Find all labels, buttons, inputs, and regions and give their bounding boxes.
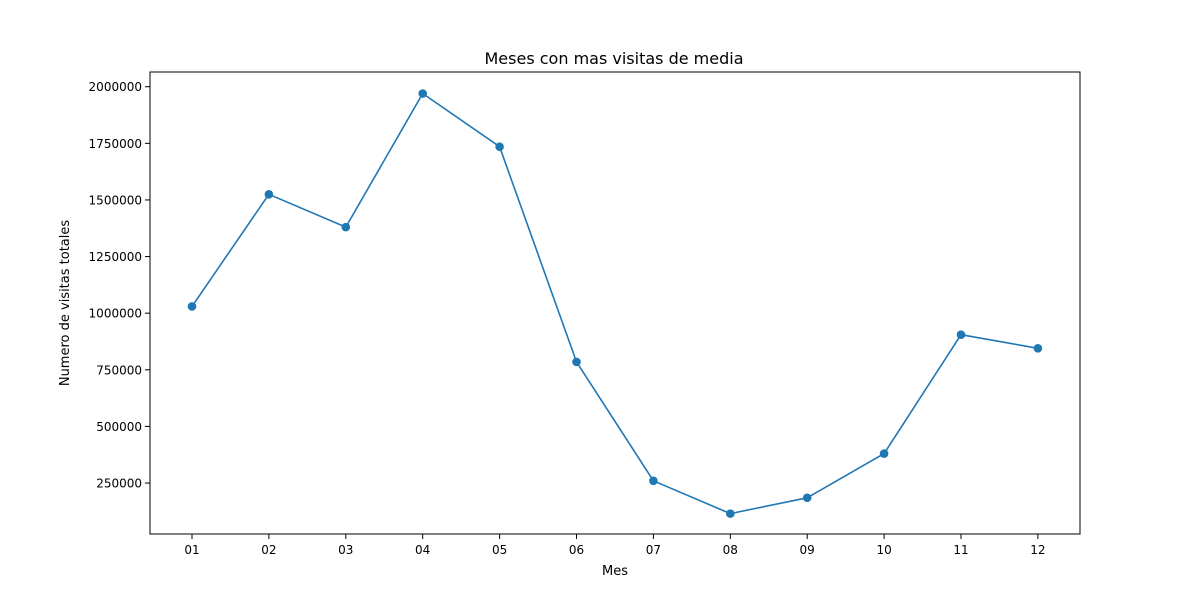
- x-tick-label: 01: [184, 543, 199, 557]
- x-tick-label: 12: [1030, 543, 1045, 557]
- x-tick-label: 08: [723, 543, 738, 557]
- x-tick-label: 03: [338, 543, 353, 557]
- x-tick-label: 10: [876, 543, 891, 557]
- data-point: [802, 493, 812, 503]
- data-point: [956, 330, 966, 340]
- chart-title: Meses con mas visitas de media: [485, 49, 744, 68]
- data-point: [879, 449, 889, 458]
- y-tick-label: 2000000: [89, 80, 142, 94]
- data-point: [418, 89, 428, 98]
- y-tick-label: 750000: [96, 363, 142, 377]
- x-tick-label: 02: [261, 543, 276, 557]
- y-tick-label: 1250000: [89, 250, 142, 264]
- y-tick-label: 1000000: [89, 307, 142, 321]
- data-point: [572, 357, 581, 367]
- data-point: [495, 142, 504, 152]
- plot-frame: [149, 71, 1081, 535]
- series-line: [191, 92, 1039, 515]
- data-point: [187, 302, 197, 311]
- y-tick-label: 1500000: [89, 193, 142, 207]
- x-tick-label: 07: [646, 543, 661, 557]
- plot-area: 01 02 03 04 05 06 07 08 09 10 11 12 250000 500000 7500…: [89, 80, 1046, 557]
- y-tick-label: 500000: [96, 420, 142, 434]
- x-axis-label: Mes: [602, 564, 628, 579]
- data-point: [264, 189, 274, 199]
- x-tick-label: 09: [800, 543, 815, 557]
- y-tick-label: 1750000: [89, 137, 142, 151]
- data-point: [1033, 343, 1043, 353]
- y-tick-label: 250000: [96, 477, 142, 491]
- x-tick-label: 06: [569, 543, 584, 557]
- x-tick-label: 04: [415, 543, 430, 557]
- data-point: [649, 476, 658, 486]
- data-point: [341, 222, 351, 232]
- x-tick-label: 11: [953, 543, 968, 557]
- y-axis-label: Numero de visitas totales: [58, 220, 73, 387]
- data-point: [726, 509, 735, 518]
- x-tick-label: 05: [492, 543, 507, 557]
